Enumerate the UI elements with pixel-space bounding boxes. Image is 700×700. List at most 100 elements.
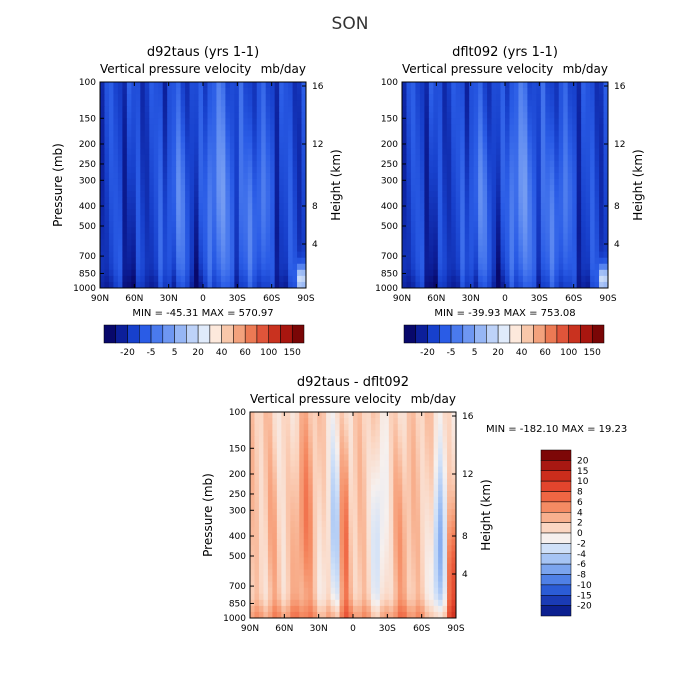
heatmap-cell <box>451 575 457 583</box>
heatmap-cell <box>285 599 291 607</box>
heatmap-cell <box>144 178 150 186</box>
heatmap-cell <box>397 575 403 583</box>
heatmap-cell <box>464 203 470 210</box>
heatmap-cell <box>482 130 488 137</box>
heatmap-cell <box>294 593 300 601</box>
heatmap-cell <box>572 100 578 107</box>
heatmap-cell <box>339 539 345 546</box>
heatmap-cell <box>288 227 293 234</box>
heatmap-cell <box>250 508 255 516</box>
x-tick-label: 90N <box>393 294 411 304</box>
heatmap-cell <box>464 112 470 119</box>
heatmap-cell <box>167 203 173 210</box>
heatmap-cell <box>420 593 426 601</box>
heatmap-cell <box>149 257 155 265</box>
heatmap-cell <box>599 106 604 113</box>
heatmap-cell <box>563 118 569 125</box>
heatmap-cell <box>599 148 604 156</box>
heatmap-cell <box>250 436 255 443</box>
heatmap-cell <box>229 130 235 137</box>
heatmap-cell <box>438 478 443 486</box>
heatmap-cell <box>442 496 448 504</box>
heatmap-cell <box>308 424 314 431</box>
heatmap-cell <box>279 197 285 204</box>
heatmap-cell <box>460 221 466 228</box>
heatmap-cell <box>509 82 515 89</box>
heatmap-cell <box>599 203 604 210</box>
heatmap-cell <box>303 527 309 534</box>
heatmap-cell <box>274 257 280 265</box>
heatmap-cell <box>460 203 466 210</box>
heatmap-cell <box>406 515 412 522</box>
heatmap-cell <box>451 466 457 473</box>
heatmap-cell <box>545 82 551 89</box>
heatmap-cell <box>455 106 461 113</box>
heatmap-cell <box>491 191 497 198</box>
heatmap-cell <box>158 172 164 180</box>
heatmap-cell <box>567 263 573 271</box>
heatmap-cell <box>536 275 542 283</box>
heatmap-cell <box>353 412 358 419</box>
heatmap-cell <box>469 88 475 95</box>
heatmap-cell <box>117 106 123 113</box>
heatmap-cell <box>171 197 177 204</box>
heatmap-cell <box>424 605 430 613</box>
heatmap-cell <box>469 106 475 113</box>
heatmap-cell <box>572 88 578 95</box>
heatmap-cell <box>522 88 528 95</box>
heatmap-cell <box>500 178 506 186</box>
heatmap-cell <box>433 233 439 240</box>
heatmap-cell <box>330 466 336 473</box>
heatmap-cell <box>171 124 177 131</box>
heatmap-cell <box>415 545 421 552</box>
heatmap-cell <box>344 460 349 467</box>
heatmap-cell <box>234 106 240 113</box>
heatmap-cell <box>225 245 231 253</box>
heatmap-cell <box>375 515 381 522</box>
heatmap-cell <box>203 227 208 234</box>
heatmap-cell <box>424 521 430 528</box>
heatmap-cell <box>603 251 609 259</box>
heatmap-cell <box>270 106 276 113</box>
heatmap-cell <box>451 136 457 143</box>
heatmap-cell <box>455 136 461 143</box>
heatmap-cell <box>126 275 132 283</box>
heatmap-cell <box>433 227 439 234</box>
heatmap-cell <box>567 94 573 101</box>
heatmap-cell <box>247 263 253 271</box>
heatmap-cell <box>424 106 430 113</box>
heatmap-cell <box>122 130 128 137</box>
heatmap-cell <box>558 100 564 107</box>
heatmap-cell <box>424 263 430 271</box>
heatmap-cell <box>500 172 506 180</box>
heatmap-cell <box>267 412 273 419</box>
heatmap-cell <box>288 112 293 119</box>
heatmap-cell <box>140 257 146 265</box>
heatmap-cell <box>388 575 394 583</box>
heatmap-cell <box>518 275 524 283</box>
heatmap-cell <box>158 106 164 113</box>
heatmap-cell <box>545 178 551 186</box>
heatmap-cell <box>216 203 222 210</box>
colorbar-box <box>186 324 199 344</box>
heatmap-cell <box>140 172 146 180</box>
heatmap-cell <box>469 112 475 119</box>
heatmap-cell <box>216 275 222 283</box>
heatmap-cell <box>545 160 551 168</box>
heatmap-cell <box>406 160 412 168</box>
heatmap-cell <box>211 118 217 125</box>
heatmap-cell <box>243 191 249 198</box>
heatmap-cell <box>375 587 381 595</box>
heatmap-cell <box>361 502 367 510</box>
heatmap-cell <box>451 203 457 210</box>
heatmap-cell <box>433 100 439 107</box>
heatmap-cell <box>189 191 195 198</box>
heatmap-cell <box>308 533 314 540</box>
heatmap-cell <box>572 191 578 198</box>
heatmap-cell <box>335 460 340 467</box>
heatmap-cell <box>527 130 533 137</box>
heatmap-cell <box>283 160 289 168</box>
heatmap-cell <box>301 178 307 186</box>
heatmap-cell <box>460 233 466 240</box>
heatmap-cell <box>263 508 269 516</box>
